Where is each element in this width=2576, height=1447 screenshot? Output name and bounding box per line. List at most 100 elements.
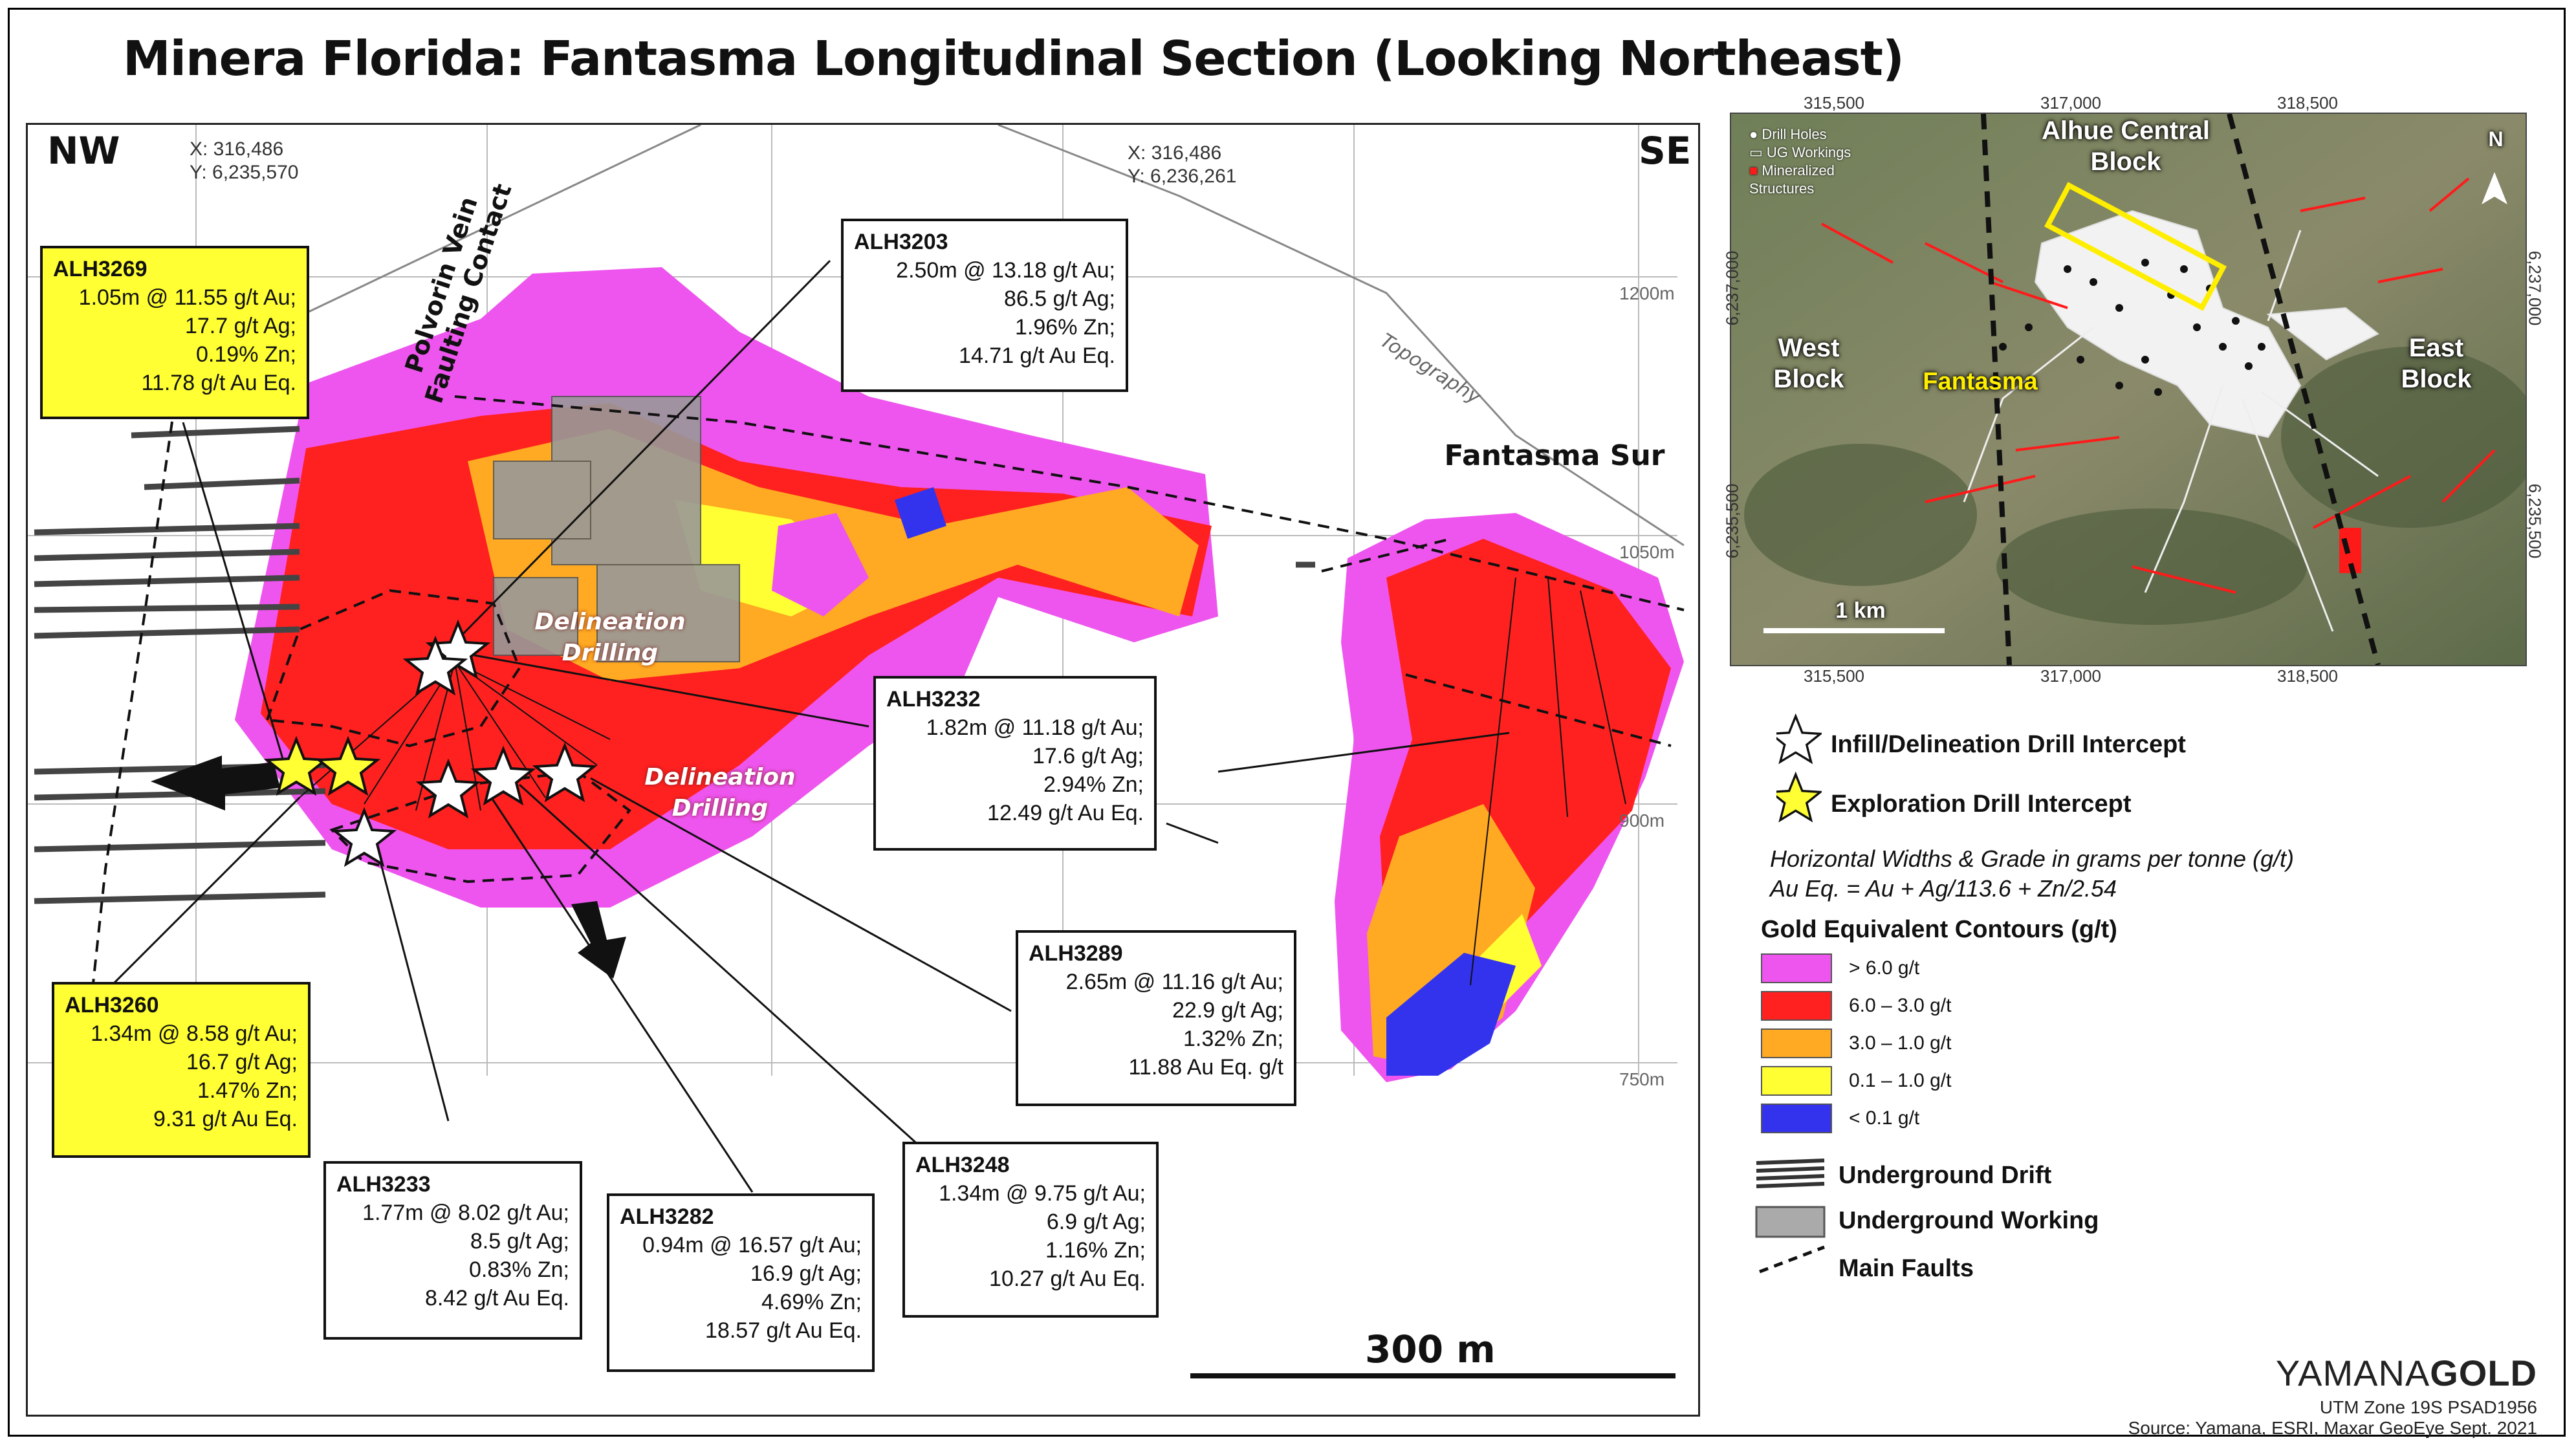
legend-note-2: Au Eq. = Au + Ag/113.6 + Zn/2.54 — [1770, 875, 2117, 902]
coord-right: X: 316,486 Y: 6,236,261 — [1128, 142, 1237, 188]
callout-line: 16.9 g/t Ag; — [750, 1261, 862, 1286]
inset-north-label: N — [2488, 127, 2504, 151]
legend-exploration: Exploration Drill Intercept — [1831, 790, 2132, 818]
coord-right-y: Y: 6,236,261 — [1128, 166, 1237, 187]
callout-line: 1.77m @ 8.02 g/t Au; — [362, 1201, 569, 1225]
callout-line: 0.83% Zn; — [469, 1257, 569, 1282]
callout-line: 1.82m @ 11.18 g/t Au; — [926, 715, 1144, 740]
map-credits: UTM Zone 19S PSAD1956 Source: Yamana, ES… — [2128, 1397, 2537, 1439]
coord-left-y: Y: 6,235,570 — [190, 162, 299, 183]
callout-line: 0.94m @ 16.57 g/t Au; — [642, 1233, 862, 1257]
inset-faults — [1981, 114, 2381, 665]
legend-swatch — [1761, 953, 1832, 983]
callout-line: 18.57 g/t Au Eq. — [705, 1318, 862, 1343]
callout-line: 16.7 g/t Ag; — [186, 1050, 298, 1074]
callout-line: 8.42 g/t Au Eq. — [424, 1286, 569, 1311]
section-drawing — [28, 125, 1685, 1193]
legend-contour-row: < 0.1 g/t — [1761, 1104, 1919, 1133]
inset-label-fantasma: Fantasma — [1923, 368, 2038, 395]
legend-swatch — [1761, 991, 1832, 1021]
callout-line: 2.65m @ 11.16 g/t Au; — [1065, 970, 1283, 994]
star-infill-f — [331, 807, 397, 867]
inset-mineralized — [1821, 177, 2496, 594]
main-faults — [85, 344, 1685, 1050]
legend-symbol-icons — [1755, 1159, 1826, 1274]
callout-alh3248: ALH3248 1.34m @ 9.75 g/t Au; 6.9 g/t Ag;… — [902, 1142, 1159, 1318]
star-infill-c — [415, 758, 481, 819]
star-infill-e — [532, 742, 598, 803]
coord-left-x: X: 316,486 — [190, 138, 284, 160]
delineation-label-2: Delineation Drilling — [644, 764, 796, 821]
underground-workings — [493, 396, 740, 662]
callout-line: 11.88 Au Eq. g/t — [1128, 1055, 1283, 1080]
callout-line: 9.31 g/t Au Eq. — [153, 1107, 298, 1131]
legend-note-1: Horizontal Widths & Grade in grams per t… — [1770, 845, 2295, 872]
callout-line: 8.5 g/t Ag; — [470, 1229, 569, 1254]
section-scale-bar — [1190, 1373, 1675, 1378]
logo-text-a: YAMANA — [2275, 1353, 2430, 1393]
legend-faults: Main Faults — [1839, 1255, 1974, 1283]
callout-line: 1.96% Zn; — [1015, 315, 1115, 340]
legend-contour-label: 6.0 – 3.0 g/t — [1849, 995, 1952, 1016]
elevation-1200: 1200m — [1619, 283, 1675, 303]
inset-map: Alhue Central Block West Block East Bloc… — [1730, 113, 2527, 666]
nw-label: NW — [47, 129, 120, 173]
map-tick-x-bottom-1: 315,500 — [1804, 666, 1864, 686]
elevation-750: 750m — [1619, 1069, 1665, 1089]
callout-alh3233: ALH3233 1.77m @ 8.02 g/t Au; 8.5 g/t Ag;… — [323, 1161, 582, 1340]
legend-fault-icon — [1759, 1245, 1825, 1274]
legend-drift-label: Underground Drift — [1839, 1162, 2052, 1189]
callout-line: 22.9 g/t Ag; — [1172, 998, 1283, 1023]
section-scale-label: 300 m — [1365, 1327, 1496, 1371]
arrow-down — [571, 901, 626, 979]
map-tick-x-top-3: 318,500 — [2277, 93, 2338, 113]
callout-alh3289: ALH3289 2.65m @ 11.16 g/t Au; 22.9 g/t A… — [1016, 930, 1296, 1106]
inset-workings — [2034, 210, 2379, 439]
map-tick-y-left-2: 6,235,500 — [1722, 483, 1742, 559]
legend-drill-holes-label: Drill Holes — [1762, 126, 1827, 142]
callout-line: 14.71 g/t Au Eq. — [959, 343, 1115, 368]
legend-exploration-label: Exploration Drill Intercept — [1831, 790, 2132, 818]
legend-ug-workings: ▭ UG Workings — [1749, 144, 1851, 160]
legend-contour-row: > 6.0 g/t — [1761, 953, 1919, 983]
callout-line: 12.49 g/t Au Eq. — [987, 801, 1144, 825]
legend-infill-label: Infill/Delineation Drill Intercept — [1831, 731, 2186, 758]
map-tick-y-left-1: 6,237,000 — [1722, 250, 1742, 326]
star-infill-d — [470, 745, 536, 806]
fantasma-sur-label: Fantasma Sur — [1444, 439, 1665, 472]
coord-right-x: X: 316,486 — [1128, 142, 1222, 164]
inset-tunnels — [1963, 230, 2379, 632]
legend-contour-row: 0.1 – 1.0 g/t — [1761, 1066, 1951, 1096]
legend-contour-label: > 6.0 g/t — [1849, 957, 1920, 979]
inset-label-west: West Block — [1773, 334, 1844, 393]
credit-line-1: UTM Zone 19S PSAD1956 — [2319, 1397, 2537, 1417]
legend-swatch — [1761, 1066, 1832, 1096]
callout-line: 1.34m @ 8.58 g/t Au; — [91, 1021, 298, 1046]
legend-drift: Underground Drift — [1839, 1162, 2051, 1190]
legend-mineralized: ■ Mineralized Structures — [1749, 162, 1835, 197]
legend-contour-label: < 0.1 g/t — [1849, 1107, 1920, 1129]
legend-mineralized-label: Mineralized Structures — [1749, 162, 1835, 197]
legend-working-label: Underground Working — [1839, 1207, 2099, 1234]
callout-alh3260: ALH3260 1.34m @ 8.58 g/t Au; 16.7 g/t Ag… — [52, 982, 311, 1158]
callout-id: ALH3248 — [915, 1153, 1010, 1177]
elevation-1050: 1050m — [1619, 542, 1675, 562]
callout-line: 2.50m @ 13.18 g/t Au; — [896, 258, 1115, 283]
callout-line: 1.05m @ 11.55 g/t Au; — [78, 285, 296, 310]
callout-line: 11.78 g/t Au Eq. — [141, 371, 296, 395]
callout-id: ALH3232 — [886, 687, 981, 712]
callout-line: 17.7 g/t Ag; — [184, 314, 296, 338]
contour-blue-sur — [1386, 953, 1516, 1076]
callout-id: ALH3282 — [620, 1204, 714, 1229]
callout-line: 1.32% Zn; — [1183, 1027, 1283, 1051]
legend-infill-star-icon — [1776, 713, 1822, 765]
inset-label-alhue: Alhue Central Block — [2041, 116, 2210, 176]
coord-left: X: 316,486 Y: 6,235,570 — [190, 138, 299, 184]
yamana-logo: YAMANAGOLD — [2276, 1352, 2537, 1394]
credit-line-2: Source: Yamana, ESRI, Maxar GeoEye Sept.… — [2128, 1418, 2537, 1438]
callout-id: ALH3269 — [53, 257, 147, 281]
legend-drift-icon — [1756, 1159, 1825, 1188]
legend-working-icon — [1755, 1206, 1826, 1238]
map-tick-x-top-2: 317,000 — [2040, 93, 2101, 113]
north-arrow-icon — [2482, 172, 2507, 204]
